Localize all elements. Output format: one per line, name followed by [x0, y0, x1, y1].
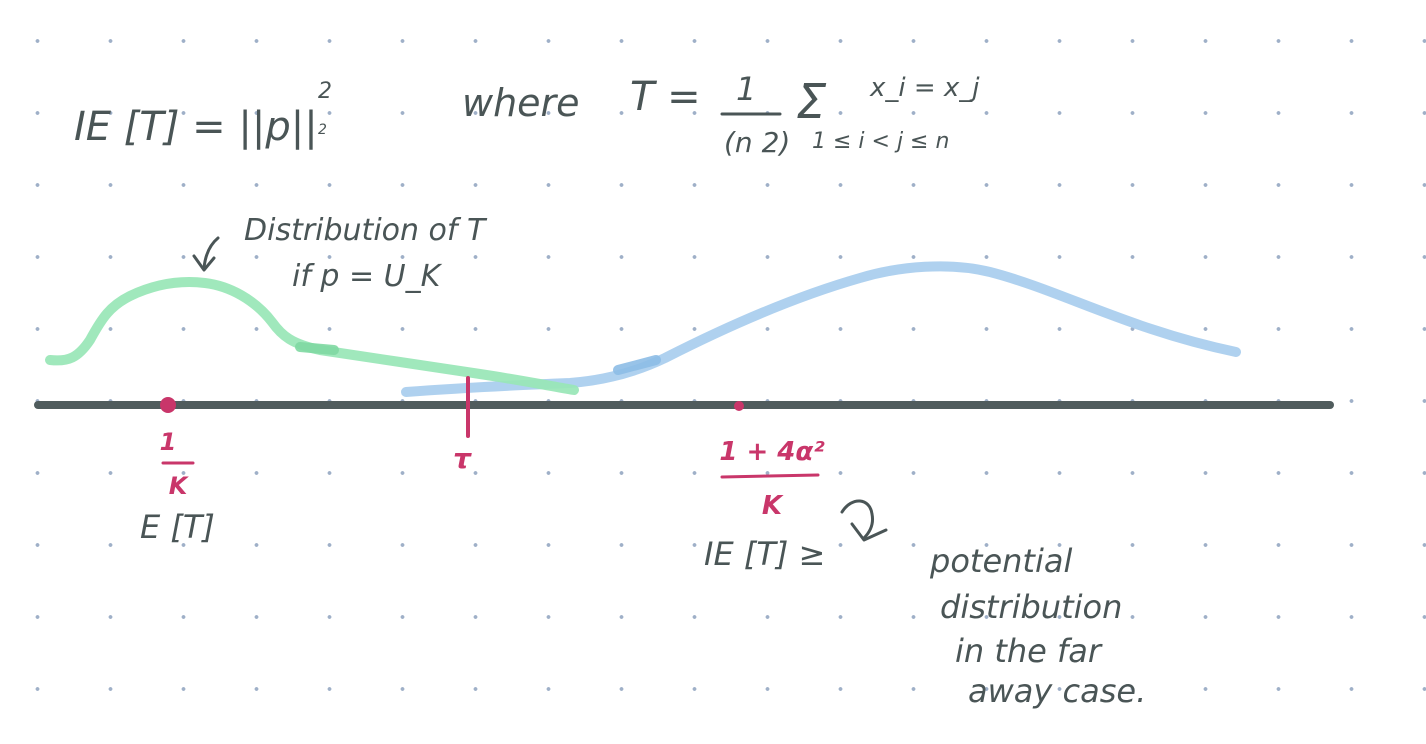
- left-mark-numerator: 1: [160, 428, 177, 456]
- left-expectation-caption: E [T]: [140, 508, 215, 546]
- fraction-denominator: (n 2): [724, 126, 790, 159]
- green-curve-overlap-mark: [295, 342, 339, 355]
- blue-pointer-arrow-shaft: [840, 499, 874, 540]
- green-distribution-label: Distribution of T: [244, 213, 488, 248]
- fraction-numerator: 1: [736, 70, 756, 108]
- norm-superscript: 2: [318, 79, 332, 104]
- threshold-label: τ: [453, 442, 472, 475]
- right-mark-fraction-bar: [720, 473, 820, 479]
- green-distribution-curve: [45, 277, 579, 395]
- right-mark-numerator: 1 + 4α²: [719, 437, 825, 467]
- where-label: where: [462, 81, 580, 125]
- expectation-formula: IE [T] = ||p||: [74, 104, 318, 150]
- sum-range-label: 1 ≤ i < j ≤ n: [812, 129, 949, 154]
- green-pointer-arrow-shaft: [202, 236, 220, 270]
- far-expected-value-point: [734, 401, 744, 411]
- summand-label: x_i = x_j: [869, 73, 980, 103]
- green-pointer-arrowhead: [192, 254, 216, 272]
- green-condition-label: if p = U_K: [292, 259, 443, 294]
- left-mark-denominator: K: [169, 472, 190, 500]
- blue-label-line2: distribution: [940, 588, 1122, 626]
- expected-value-point: [160, 397, 176, 413]
- blue-distribution-curve: [401, 261, 1241, 397]
- norm-subscript: 2: [318, 122, 327, 138]
- right-expectation-caption: IE [T] ≥: [704, 535, 825, 573]
- blue-label-line1: potential: [929, 542, 1072, 580]
- blue-label-line3: in the far: [955, 632, 1103, 670]
- summation-symbol: Σ: [796, 74, 827, 130]
- right-mark-denominator: K: [762, 491, 784, 521]
- t-equals-label: T =: [630, 74, 701, 120]
- blue-pointer-arrowhead: [850, 522, 888, 542]
- blue-curve-overlap-mark: [613, 355, 661, 375]
- blue-label-line4: away case.: [968, 672, 1146, 710]
